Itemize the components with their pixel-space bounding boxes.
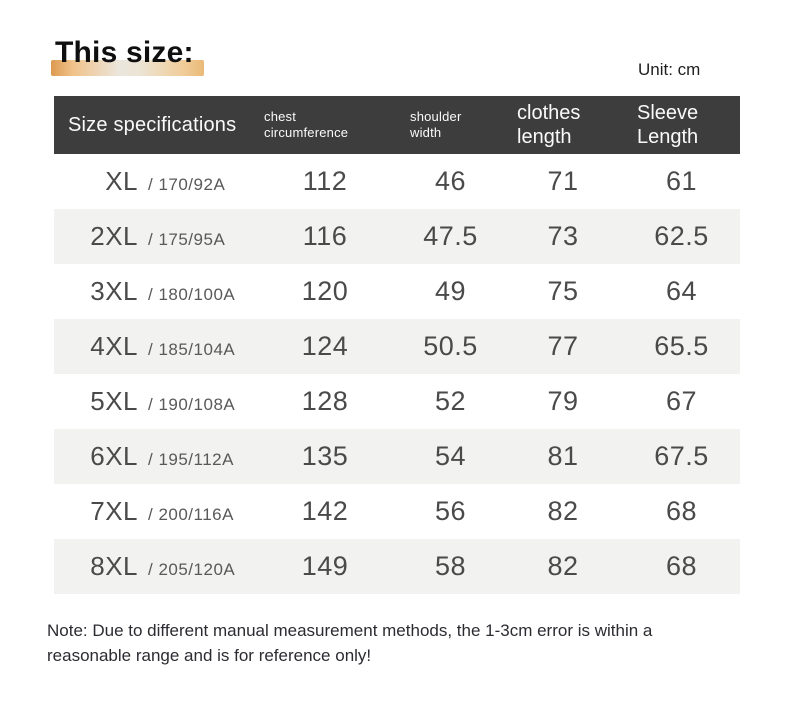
clothes-length-value: 77 bbox=[547, 331, 579, 361]
table-row: 6XL / 195/112A 135 54 81 67.5 bbox=[54, 429, 740, 484]
header-chest-circumference: chest circumference bbox=[264, 109, 349, 140]
shoulder-width-value: 47.5 bbox=[423, 221, 478, 251]
table-row: 2XL / 175/95A 116 47.5 73 62.5 bbox=[54, 209, 740, 264]
shoulder-width-value: 52 bbox=[434, 386, 467, 416]
clothes-length-value: 75 bbox=[547, 276, 579, 306]
shoulder-width-value: 56 bbox=[434, 496, 467, 526]
size-spec: / 180/100A bbox=[148, 285, 236, 304]
measurement-note: Note: Due to different manual measuremen… bbox=[47, 621, 653, 665]
size-label: 6XL bbox=[90, 441, 138, 471]
size-spec: / 205/120A bbox=[148, 560, 236, 579]
chest-circumference-value: 120 bbox=[301, 276, 349, 306]
size-label: 4XL bbox=[90, 331, 138, 361]
shoulder-width-value: 49 bbox=[434, 276, 467, 306]
size-spec: / 170/92A bbox=[148, 175, 226, 194]
size-spec: / 195/112A bbox=[148, 450, 234, 469]
size-table-header: Size specifications chest circumference … bbox=[54, 96, 740, 154]
sleeve-length-value: 65.5 bbox=[654, 331, 709, 361]
table-row: 3XL / 180/100A 120 49 75 64 bbox=[54, 264, 740, 319]
table-row: XL / 170/92A 112 46 71 61 bbox=[54, 154, 740, 209]
table-row: 7XL / 200/116A 142 56 82 68 bbox=[54, 484, 740, 539]
chest-circumference-value: 112 bbox=[302, 166, 348, 196]
size-cell: 5XL / 190/108A bbox=[54, 386, 252, 417]
size-cell: 6XL / 195/112A bbox=[54, 441, 252, 472]
sleeve-length-value: 61 bbox=[665, 166, 698, 196]
sleeve-length-value: 68 bbox=[665, 551, 698, 581]
size-spec: / 200/116A bbox=[148, 505, 234, 524]
size-cell: 4XL / 185/104A bbox=[54, 331, 252, 362]
size-label: 7XL bbox=[90, 496, 138, 526]
chest-circumference-value: 124 bbox=[301, 331, 349, 361]
clothes-length-value: 82 bbox=[547, 551, 579, 581]
sleeve-length-value: 64 bbox=[665, 276, 698, 306]
clothes-length-value: 81 bbox=[547, 441, 579, 471]
clothes-length-value: 71 bbox=[547, 166, 579, 196]
header-shoulder-width: shoulder width bbox=[410, 109, 462, 140]
size-cell: 2XL / 175/95A bbox=[54, 221, 252, 252]
shoulder-width-value: 46 bbox=[434, 166, 467, 196]
table-row: 5XL / 190/108A 128 52 79 67 bbox=[54, 374, 740, 429]
size-table-body: XL / 170/92A 112 46 71 61 2XL / 175/95A 116 47.5 7… bbox=[54, 154, 740, 594]
table-row: 4XL / 185/104A 124 50.5 77 65.5 bbox=[54, 319, 740, 374]
chest-circumference-value: 128 bbox=[301, 386, 349, 416]
table-row: 8XL / 205/120A 149 58 82 68 bbox=[54, 539, 740, 594]
size-label: 8XL bbox=[90, 551, 138, 581]
chest-circumference-value: 142 bbox=[301, 496, 349, 526]
shoulder-width-value: 50.5 bbox=[423, 331, 478, 361]
header-clothes-length: clothes length bbox=[517, 102, 581, 148]
size-cell: 3XL / 180/100A bbox=[54, 276, 252, 307]
sleeve-length-value: 68 bbox=[665, 496, 698, 526]
sleeve-length-value: 62.5 bbox=[654, 221, 709, 251]
size-spec: / 185/104A bbox=[148, 340, 236, 359]
size-cell: 7XL / 200/116A bbox=[54, 496, 252, 527]
header-sleeve-length: Sleeve Length bbox=[637, 102, 699, 148]
size-label: 3XL bbox=[90, 276, 138, 306]
chest-circumference-value: 135 bbox=[301, 441, 349, 471]
page-title: This size: bbox=[51, 34, 204, 76]
header-size-specifications: Size specifications bbox=[68, 113, 237, 136]
size-spec: / 190/108A bbox=[148, 395, 236, 414]
size-label: 5XL bbox=[90, 386, 138, 416]
clothes-length-value: 82 bbox=[547, 496, 579, 526]
size-table: Size specifications chest circumference … bbox=[54, 96, 740, 594]
chest-circumference-value: 116 bbox=[302, 221, 348, 251]
shoulder-width-value: 54 bbox=[434, 441, 467, 471]
sleeve-length-value: 67 bbox=[665, 386, 698, 416]
size-spec: / 175/95A bbox=[148, 230, 226, 249]
size-label: XL bbox=[105, 166, 138, 196]
chest-circumference-value: 149 bbox=[301, 551, 349, 581]
size-label: 2XL bbox=[90, 221, 138, 251]
page-title-text: This size: bbox=[55, 36, 194, 69]
shoulder-width-value: 58 bbox=[434, 551, 467, 581]
sleeve-length-value: 67.5 bbox=[654, 441, 709, 471]
unit-label: Unit: cm bbox=[638, 60, 701, 79]
clothes-length-value: 79 bbox=[547, 386, 579, 416]
size-cell: 8XL / 205/120A bbox=[54, 551, 252, 582]
title-highlight bbox=[51, 60, 204, 76]
size-cell: XL / 170/92A bbox=[54, 166, 252, 197]
clothes-length-value: 73 bbox=[547, 221, 579, 251]
